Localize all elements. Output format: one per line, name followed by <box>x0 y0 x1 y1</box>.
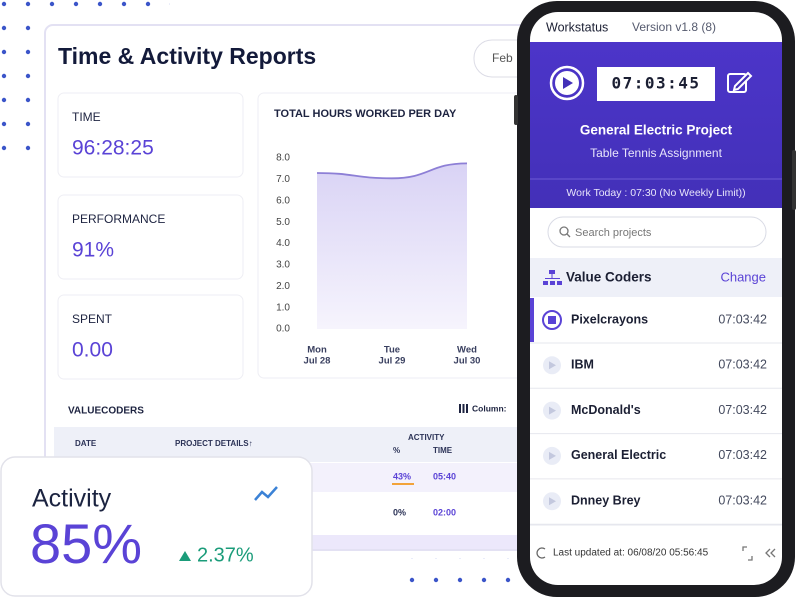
x-tick-date: Jul 30 <box>454 356 481 367</box>
x-tick-date: Jul 28 <box>304 356 331 367</box>
activity-percent: 43% <box>393 471 411 481</box>
phone: Workstatus Version v1.8 (8) 07:03:45 Gen… <box>514 1 796 597</box>
work-today: Work Today : 07:30 (No Weekly Limit)) <box>566 187 745 199</box>
y-tick-label: 5.0 <box>276 217 290 228</box>
project-time: 07:03:42 <box>718 448 767 462</box>
table-header <box>54 427 524 462</box>
search-placeholder: Search projects <box>575 227 652 239</box>
column-header: ACTIVITY <box>408 433 445 442</box>
project-time: 07:03:42 <box>718 493 767 507</box>
line <box>316 162 468 180</box>
project-time: 07:03:42 <box>718 403 767 417</box>
timer-box <box>597 67 715 101</box>
activity-label: Activity <box>32 485 112 513</box>
project-name: IBM <box>571 358 594 372</box>
stat-value: 91% <box>72 239 114 262</box>
change-button[interactable]: Change <box>720 269 766 284</box>
x-tick-label: Mon <box>307 345 327 356</box>
stat-value: 0.00 <box>72 339 113 362</box>
stat-card <box>57 92 244 178</box>
project-name: Dnney Brey <box>571 493 641 507</box>
activity-percent: 0% <box>393 507 406 517</box>
trend-icon <box>254 486 278 501</box>
y-tick-label: 6.0 <box>276 195 290 206</box>
play-button[interactable] <box>549 65 585 101</box>
play-triangle <box>549 497 556 506</box>
activity-time: 02:00 <box>433 507 456 517</box>
organization-icon <box>543 270 562 285</box>
stat-value: 96:28:25 <box>72 137 154 160</box>
selected-indicator <box>530 298 534 342</box>
stat-label: TIME <box>72 110 101 124</box>
project-row[interactable]: Dnney Brey 07:03:42 <box>530 492 782 525</box>
table-footer <box>310 535 524 549</box>
column-header: DATE <box>75 439 97 448</box>
chart-title: TOTAL HOURS WORKED PER DAY <box>274 108 457 120</box>
x-tick-label: Tue <box>384 345 400 356</box>
dot-grid <box>395 558 525 598</box>
column-button-label: Column: <box>472 403 507 413</box>
stat-card <box>57 194 244 280</box>
project-row[interactable]: McDonald's 07:03:42 <box>530 401 782 435</box>
activity-value: 85% <box>30 512 142 575</box>
project-name: Pixelcrayons <box>571 312 648 326</box>
y-tick-label: 7.0 <box>276 174 290 185</box>
date-button-label: Feb <box>492 51 513 65</box>
column-header: TIME <box>433 446 453 455</box>
app-version: Version v1.8 (8) <box>632 20 716 34</box>
y-tick-label: 1.0 <box>276 302 290 313</box>
column-header: % <box>393 446 400 455</box>
task-name: Table Tennis Assignment <box>590 146 723 160</box>
play-triangle <box>549 361 556 370</box>
x-tick-label: Wed <box>457 345 477 356</box>
activity-bar <box>392 483 414 485</box>
collapse-icon[interactable] <box>765 548 776 558</box>
y-tick-label: 0.0 <box>276 324 290 335</box>
search-box[interactable] <box>547 216 767 248</box>
project-row[interactable]: IBM 07:03:42 <box>530 356 782 389</box>
app-name: Workstatus <box>546 20 608 34</box>
activity-change: 2.37% <box>197 544 254 566</box>
up-arrow <box>179 551 191 561</box>
stop-square <box>548 316 556 324</box>
last-updated: Last updated at: 06/08/20 05:56:45 <box>553 548 709 559</box>
refresh-icon[interactable] <box>536 547 546 559</box>
y-tick-label: 2.0 <box>276 281 290 292</box>
stat-label: SPENT <box>72 312 113 326</box>
expand-icon[interactable] <box>742 546 753 561</box>
edit-button[interactable] <box>727 71 753 93</box>
x-tick-date: Jul 29 <box>379 356 406 367</box>
panel-title: Time & Activity Reports <box>58 43 316 69</box>
project-row[interactable]: Pixelcrayons 07:03:42 <box>530 298 782 344</box>
timer: 07:03:45 <box>611 74 700 93</box>
project-name: General Electric <box>571 448 666 462</box>
project-time: 07:03:42 <box>718 358 767 372</box>
project-time: 07:03:42 <box>718 312 767 326</box>
activity-card: Activity 85% 2.37% <box>0 456 313 597</box>
organization-name: Value Coders <box>566 270 652 285</box>
column-button[interactable]: Column: <box>459 403 507 413</box>
project-name: General Electric Project <box>580 123 733 138</box>
stat-card <box>57 294 244 380</box>
project-row[interactable]: General Electric 07:03:42 <box>530 446 782 480</box>
activity-time: 05:40 <box>433 471 456 481</box>
column-header: PROJECT DETAILS↑ <box>175 439 253 448</box>
project-name: McDonald's <box>571 403 641 417</box>
organization-row <box>530 258 782 297</box>
y-tick-label: 8.0 <box>276 153 290 164</box>
stat-label: PERFORMANCE <box>72 212 165 226</box>
y-tick-label: 4.0 <box>276 238 290 249</box>
y-tick-label: 3.0 <box>276 260 290 271</box>
play-triangle <box>549 406 556 415</box>
play-triangle <box>549 451 556 460</box>
area <box>317 163 467 329</box>
table-title: VALUECODERS <box>68 406 144 417</box>
